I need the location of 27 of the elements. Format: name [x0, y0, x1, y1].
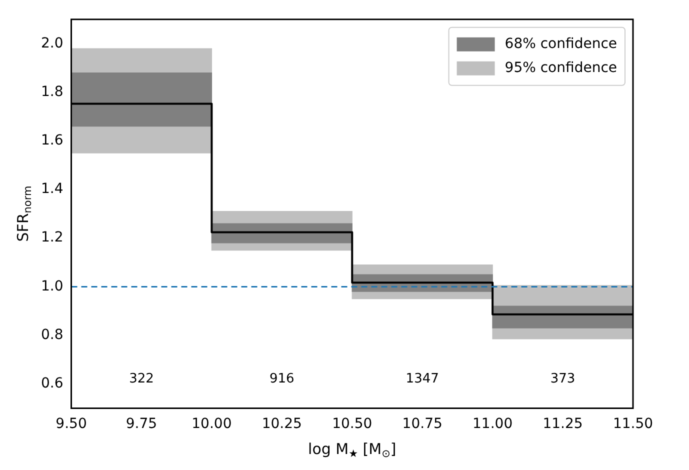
y-tick-label: 1.6	[41, 132, 64, 149]
y-tick-label: 1.4	[41, 181, 64, 198]
x-tick-label: 10.00	[192, 416, 232, 432]
annotation: 916	[270, 372, 294, 387]
x-tick-label: 10.25	[262, 416, 302, 432]
y-tick-label: 0.6	[41, 376, 64, 392]
bar	[71, 72, 212, 127]
x-tick-label: 10.50	[332, 416, 372, 432]
x-tick-label: 11.50	[612, 416, 654, 432]
x-tick-label: 11.25	[542, 416, 583, 432]
bar	[492, 306, 633, 328]
legend-label: 95% confidence	[504, 60, 618, 76]
y-axis-title: SFRnorm	[14, 186, 34, 242]
annotation: 373	[550, 372, 576, 387]
x-tick-label: 11.00	[472, 416, 513, 432]
annotation: 1347	[406, 372, 439, 387]
annotation: 322	[129, 372, 154, 387]
x-tick-label: 9.50	[56, 416, 87, 432]
y-tick-label: 0.8	[41, 326, 64, 343]
legend-label: 68% confidence	[504, 36, 618, 52]
x-axis-title: log M★ [M⊙]	[308, 440, 396, 460]
x-tick-label: 9.75	[126, 416, 158, 432]
y-tick-label: 1.0	[41, 278, 64, 294]
y-tick-label: 2.0	[41, 35, 64, 52]
y-tick-label: 1.2	[41, 230, 64, 246]
x-tick-label: 10.75	[402, 416, 442, 432]
y-tick-label: 1.8	[41, 84, 64, 100]
